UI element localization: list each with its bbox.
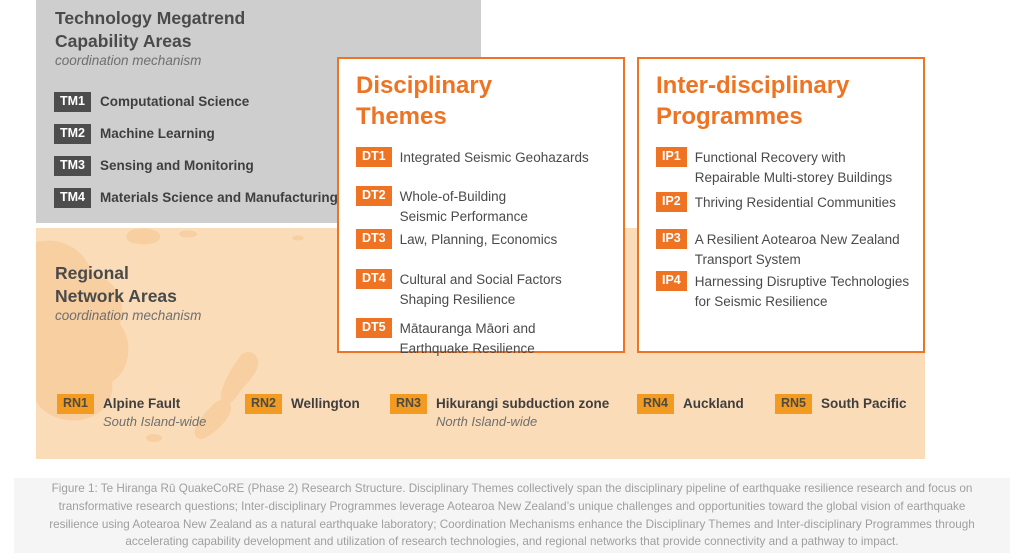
ip-item-1: IP1 Functional Recovery with Repairable … [656,147,892,187]
tm2-label: Machine Learning [100,126,215,142]
disciplinary-themes-panel: Disciplinary Themes DT1 Integrated Seism… [337,57,625,356]
dt4-label: Cultural and Social Factors Shaping Resi… [399,272,562,307]
disciplinary-themes-title: Disciplinary Themes [356,72,493,131]
rn-item-1: RN1 Alpine Fault South Island-wide [57,394,206,429]
rn-item-2: RN2 Wellington [245,394,360,414]
tm-item-2: TM2 Machine Learning [54,124,215,144]
tm1-badge: TM1 [54,92,91,112]
rn3-sublabel: North Island-wide [436,414,538,429]
ip-item-3: IP3 A Resilient Aotearoa New Zealand Tra… [656,229,900,269]
rn4-label: Auckland [683,396,744,411]
rn3-text: Hikurangi subduction zone North Island-w… [436,394,609,429]
technology-megatrend-title: Technology Megatrend Capability Areas [55,8,246,52]
rn3-label: Hikurangi subduction zone [436,396,610,411]
rn-item-3: RN3 Hikurangi subduction zone North Isla… [390,394,609,429]
rn1-sublabel: South Island-wide [103,414,207,429]
rn4-badge: RN4 [637,394,675,414]
rn1-badge: RN1 [57,394,95,414]
technology-megatrend-subtitle: coordination mechanism [55,53,202,68]
ip2-label: Thriving Residential Communities [694,195,896,210]
dt3-label: Law, Planning, Economics [399,232,558,247]
dt2-badge: DT2 [356,186,392,206]
rn2-badge: RN2 [245,394,283,414]
dt-item-2: DT2 Whole-of-Building Seismic Performanc… [356,186,528,226]
rn3-badge: RN3 [390,394,428,414]
ip3-label: A Resilient Aotearoa New Zealand Transpo… [694,232,900,267]
dt-item-1: DT1 Integrated Seismic Geohazards [356,147,589,168]
tm2-badge: TM2 [54,124,91,144]
tm1-label: Computational Science [100,94,250,110]
dt-item-5: DT5 Mātauranga Māori and Earthquake Resi… [356,318,535,358]
dt4-badge: DT4 [356,269,392,289]
tm-item-3: TM3 Sensing and Monitoring [54,156,254,176]
rn5-text: South Pacific [821,394,907,414]
interdisciplinary-programmes-title: Inter-disciplinary Programmes [656,72,850,131]
ip3-badge: IP3 [656,229,687,249]
dt-item-4: DT4 Cultural and Social Factors Shaping … [356,269,562,309]
rn5-label: South Pacific [821,396,907,411]
dt2-label: Whole-of-Building Seismic Performance [399,189,528,224]
ip1-label: Functional Recovery with Repairable Mult… [694,150,893,185]
tm4-badge: TM4 [54,188,91,208]
dt1-label: Integrated Seismic Geohazards [399,150,589,165]
ip4-label: Harnessing Disruptive Technologies for S… [694,274,910,309]
dt5-badge: DT5 [356,318,392,338]
rn2-text: Wellington [291,394,360,414]
ip-item-4: IP4 Harnessing Disruptive Technologies f… [656,271,909,311]
ip1-badge: IP1 [656,147,687,167]
regional-network-title: Regional Network Areas [55,263,177,307]
rn1-text: Alpine Fault South Island-wide [103,394,206,429]
tm-item-4: TM4 Materials Science and Manufacturing [54,188,338,208]
ip2-badge: IP2 [656,192,687,212]
tm-item-1: TM1 Computational Science [54,92,249,112]
dt3-badge: DT3 [356,229,392,249]
ip-item-2: IP2 Thriving Residential Communities [656,192,896,213]
rn-item-5: RN5 South Pacific [775,394,907,414]
map-watermark [36,228,304,442]
tm3-badge: TM3 [54,156,91,176]
dt-item-3: DT3 Law, Planning, Economics [356,229,557,250]
rn2-label: Wellington [291,396,360,411]
rn5-badge: RN5 [775,394,813,414]
figure-caption: Figure 1: Te Hiranga Rū QuakeCoRE (Phase… [49,481,975,549]
dt1-badge: DT1 [356,147,392,167]
tm4-label: Materials Science and Manufacturing [100,190,338,206]
figure-caption-band: Figure 1: Te Hiranga Rū QuakeCoRE (Phase… [14,478,1010,553]
regional-network-subtitle: coordination mechanism [55,308,202,323]
rn4-text: Auckland [683,394,744,414]
tm3-label: Sensing and Monitoring [100,158,254,174]
rn1-label: Alpine Fault [103,396,181,411]
interdisciplinary-programmes-panel: Inter-disciplinary Programmes IP1 Functi… [637,57,925,353]
dt5-label: Mātauranga Māori and Earthquake Resilien… [399,321,536,356]
rn-item-4: RN4 Auckland [637,394,744,414]
ip4-badge: IP4 [656,271,687,291]
